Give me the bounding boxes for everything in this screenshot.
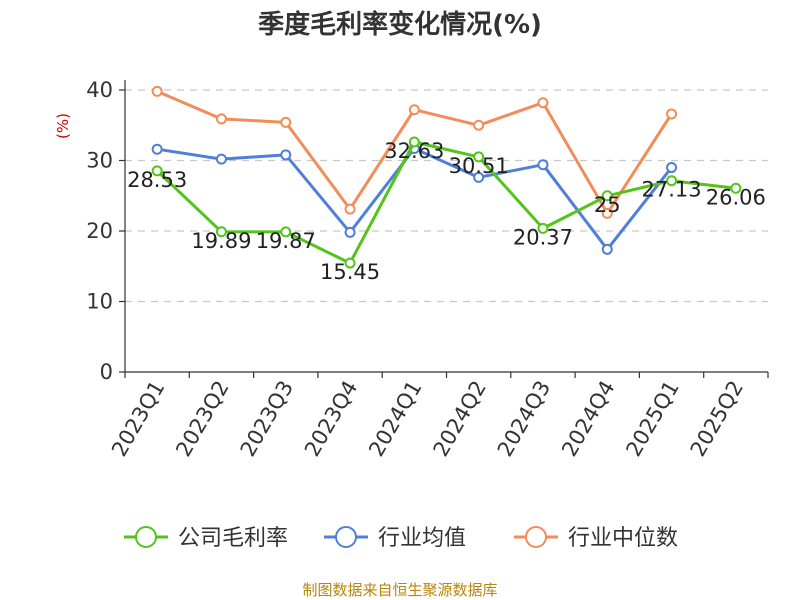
series-point bbox=[537, 159, 549, 171]
series-point bbox=[537, 222, 549, 234]
x-tick-label: 2023Q4 bbox=[300, 377, 362, 461]
x-tick-label: 2024Q1 bbox=[364, 377, 426, 461]
data-label: 25 bbox=[594, 193, 621, 217]
x-tick-label: 2023Q3 bbox=[236, 377, 298, 461]
series-point bbox=[215, 153, 227, 165]
data-label: 30.51 bbox=[449, 154, 509, 178]
series-point bbox=[730, 182, 742, 194]
legend-marker bbox=[525, 526, 547, 548]
x-tick-label: 2024Q3 bbox=[493, 377, 555, 461]
series-point bbox=[280, 226, 292, 238]
data-label: 20.37 bbox=[513, 225, 573, 249]
series-point bbox=[666, 175, 678, 187]
data-label: 26.06 bbox=[706, 185, 766, 209]
data-label: 19.87 bbox=[256, 229, 316, 253]
series-point bbox=[344, 203, 356, 215]
series-point bbox=[473, 151, 485, 163]
x-tick-labels: 2023Q1 2023Q2 2023Q3 2023Q4 2024Q1 2024Q2 2024… bbox=[107, 377, 748, 461]
series-point bbox=[473, 171, 485, 183]
series-point bbox=[666, 162, 678, 174]
legend-marker bbox=[135, 526, 157, 548]
series-point bbox=[666, 108, 678, 120]
x-tick-label: 2023Q1 bbox=[107, 377, 169, 461]
series-point bbox=[408, 104, 420, 116]
series-point bbox=[215, 113, 227, 125]
data-label: 28.53 bbox=[127, 168, 187, 192]
chart-title: 季度毛利率变化情况(%) bbox=[258, 9, 542, 40]
series-point bbox=[601, 207, 613, 219]
y-tick-label: 40 bbox=[86, 78, 113, 102]
series-point bbox=[151, 85, 163, 97]
series-point bbox=[601, 190, 613, 202]
x-tick-label: 2024Q4 bbox=[557, 377, 619, 461]
series-point bbox=[344, 226, 356, 238]
series-point bbox=[280, 149, 292, 161]
data-label: 15.45 bbox=[320, 260, 380, 284]
legend-marker bbox=[335, 526, 357, 548]
axes bbox=[119, 80, 769, 378]
series-point bbox=[473, 119, 485, 131]
series-point bbox=[215, 226, 227, 238]
legend-label: 行业均值 bbox=[378, 526, 466, 551]
series-group bbox=[151, 85, 742, 269]
y-tick-label: 10 bbox=[86, 290, 113, 314]
x-tick-label: 2024Q2 bbox=[429, 377, 491, 461]
x-tick-label: 2023Q2 bbox=[171, 377, 233, 461]
legend-label: 公司毛利率 bbox=[178, 526, 288, 551]
y-tick-label: 20 bbox=[86, 219, 113, 243]
x-tick-label: 2025Q2 bbox=[686, 377, 748, 461]
series-point bbox=[151, 143, 163, 155]
y-tick-label: 0 bbox=[100, 360, 113, 384]
data-label: 19.89 bbox=[191, 229, 251, 253]
y-tick-labels: 0 10 20 30 40 bbox=[86, 78, 113, 384]
y-tick-label: 30 bbox=[86, 149, 113, 173]
series-point bbox=[601, 243, 613, 255]
series-point bbox=[344, 257, 356, 269]
series-point bbox=[280, 116, 292, 128]
legend[interactable]: 公司毛利率 行业均值 行业中位数 bbox=[124, 526, 678, 551]
x-tick-label: 2025Q1 bbox=[621, 377, 683, 461]
legend-item[interactable]: 公司毛利率 bbox=[124, 526, 288, 551]
data-label: 27.13 bbox=[641, 178, 701, 202]
y-axis-label: (%) bbox=[54, 113, 72, 139]
series-point bbox=[537, 97, 549, 109]
data-label: 32.63 bbox=[384, 139, 444, 163]
series-line bbox=[156, 140, 737, 265]
legend-item[interactable]: 行业中位数 bbox=[514, 526, 678, 551]
legend-label: 行业中位数 bbox=[568, 526, 678, 551]
legend-item[interactable]: 行业均值 bbox=[324, 526, 466, 551]
series-point bbox=[151, 165, 163, 177]
series-point bbox=[408, 136, 420, 148]
data-source-note: 制图数据来自恒生聚源数据库 bbox=[302, 581, 497, 599]
